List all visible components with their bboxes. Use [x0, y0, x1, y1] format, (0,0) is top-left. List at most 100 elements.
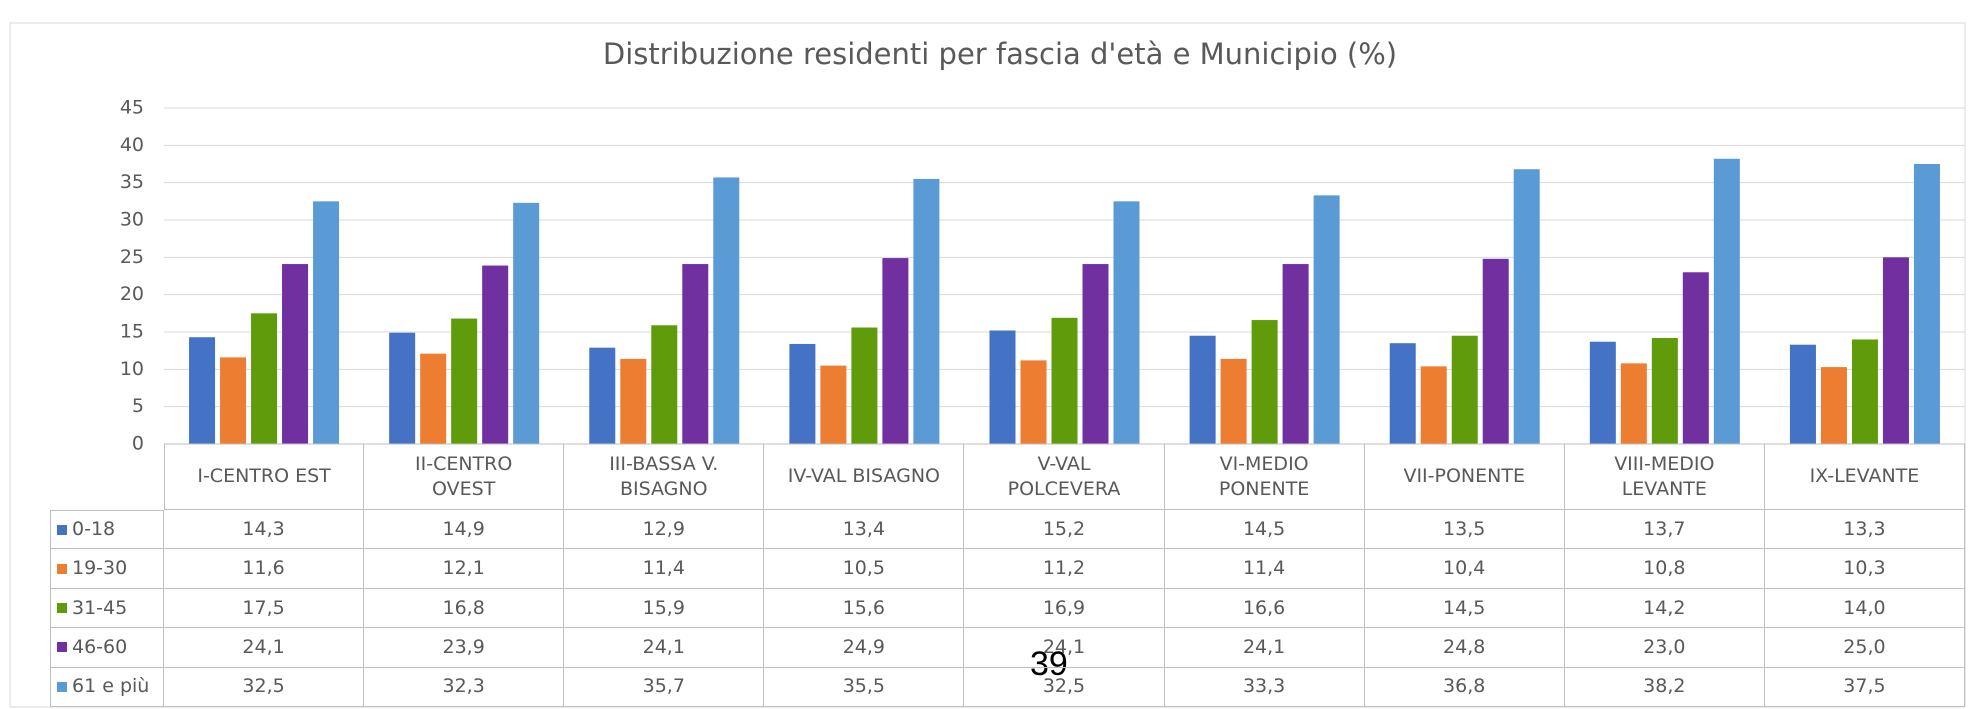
bar — [913, 178, 940, 444]
table-value: 12,1 — [364, 549, 565, 589]
bar — [1589, 341, 1616, 444]
table-value: 24,1 — [564, 628, 765, 668]
bar — [713, 177, 740, 444]
bar — [513, 202, 540, 444]
bar — [1482, 258, 1509, 444]
category-header: III-BASSA V. BISAGNO — [564, 444, 765, 510]
bar — [1282, 264, 1309, 444]
table-value: 15,6 — [764, 588, 965, 629]
chart-title: Distribuzione residenti per fascia d'età… — [603, 37, 1397, 71]
table-value: 12,9 — [564, 510, 765, 550]
bar — [1220, 358, 1247, 444]
table-value: 15,9 — [564, 588, 765, 629]
bar — [389, 332, 416, 444]
bar — [1882, 257, 1909, 444]
bar — [651, 325, 678, 444]
y-tick-label: 10 — [120, 358, 144, 380]
bar — [1651, 337, 1678, 444]
table-value: 10,8 — [1564, 549, 1765, 589]
table-value: 11,4 — [1164, 549, 1365, 589]
bar — [682, 264, 709, 444]
table-value: 14,5 — [1364, 588, 1565, 629]
bar — [789, 343, 816, 444]
bar — [1189, 335, 1216, 444]
table-value: 38,2 — [1564, 667, 1765, 707]
category-header: V-VAL POLCEVERA — [964, 444, 1165, 510]
table-value: 23,9 — [364, 628, 565, 668]
table-value: 24,9 — [764, 628, 965, 668]
bar — [1051, 317, 1078, 444]
table-value: 11,2 — [964, 549, 1165, 589]
legend-swatch — [57, 642, 67, 653]
bar — [620, 358, 647, 444]
bar — [282, 264, 309, 444]
bar — [1713, 158, 1740, 445]
table-value: 13,4 — [764, 510, 965, 550]
table-value: 10,4 — [1364, 549, 1565, 589]
legend-label: 61 e più — [72, 675, 150, 698]
bar — [989, 330, 1016, 444]
category-header: I-CENTRO EST — [164, 444, 365, 510]
table-value: 10,5 — [764, 549, 965, 589]
category-header: II-CENTRO OVEST — [364, 444, 565, 510]
bar — [482, 265, 509, 444]
y-tick-label: 20 — [120, 283, 144, 305]
table-value: 13,5 — [1364, 510, 1565, 550]
bar — [1820, 367, 1847, 444]
legend-swatch — [57, 602, 67, 613]
table-value: 11,6 — [164, 549, 365, 589]
bar — [1451, 335, 1478, 444]
table-value: 10,3 — [1764, 549, 1965, 589]
y-tick-label: 0 — [132, 433, 144, 455]
y-tick-label: 40 — [120, 134, 144, 156]
legend-cell: 61 e più — [50, 667, 164, 707]
bar — [1913, 164, 1940, 444]
table-value: 23,0 — [1564, 628, 1765, 668]
table-value: 24,8 — [1364, 628, 1565, 668]
bar — [251, 313, 278, 444]
table-value: 14,0 — [1764, 588, 1965, 629]
y-tick-label: 25 — [120, 246, 144, 268]
table-value: 14,5 — [1164, 510, 1365, 550]
bar — [420, 353, 447, 444]
y-tick-label: 30 — [120, 209, 144, 231]
legend-cell: 0-18 — [50, 510, 164, 550]
bar — [1789, 344, 1816, 444]
y-tick-label: 35 — [120, 171, 144, 193]
table-value: 16,8 — [364, 588, 565, 629]
legend-cell: 19-30 — [50, 549, 164, 589]
category-header: VIII-MEDIO LEVANTE — [1564, 444, 1765, 510]
bar — [1389, 343, 1416, 444]
bar — [1420, 366, 1447, 444]
bar — [1082, 264, 1109, 444]
legend-cell: 31-45 — [50, 588, 164, 629]
legend-label: 46-60 — [72, 636, 128, 659]
table-value: 25,0 — [1764, 628, 1965, 668]
bar — [1020, 360, 1047, 444]
legend-swatch — [57, 681, 67, 692]
bar — [1251, 320, 1278, 444]
table-value: 35,5 — [764, 667, 965, 707]
table-value: 15,2 — [964, 510, 1165, 550]
bar — [589, 347, 616, 444]
table-value: 13,7 — [1564, 510, 1765, 550]
bar — [851, 327, 878, 444]
table-value: 24,1 — [964, 628, 1165, 668]
legend-label: 19-30 — [72, 557, 128, 580]
legend-label: 31-45 — [72, 596, 128, 619]
category-header: VII-PONENTE — [1364, 444, 1565, 510]
table-value: 37,5 — [1764, 667, 1965, 707]
bar — [1313, 195, 1340, 444]
table-value: 33,3 — [1164, 667, 1365, 707]
bar — [1682, 272, 1709, 444]
bar — [189, 337, 216, 444]
category-header: VI-MEDIO PONENTE — [1164, 444, 1365, 510]
legend-label: 0-18 — [72, 518, 116, 541]
table-value: 14,3 — [164, 510, 365, 550]
bar — [882, 258, 909, 444]
table-value: 11,4 — [564, 549, 765, 589]
table-value: 16,9 — [964, 588, 1165, 629]
page-number: 39 — [1030, 645, 1068, 683]
bar — [1113, 201, 1140, 444]
